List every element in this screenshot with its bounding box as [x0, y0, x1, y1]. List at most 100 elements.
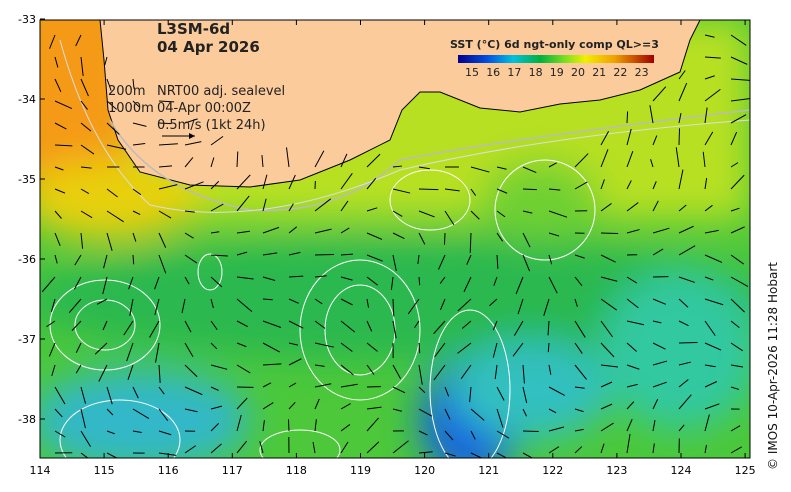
- current-arrow: [366, 441, 380, 454]
- current-arrow: [626, 202, 639, 212]
- current-arrow: [522, 188, 537, 191]
- current-arrow: [181, 298, 186, 313]
- colorbar-tick-label: 23: [634, 66, 649, 79]
- current-arrow: [496, 386, 505, 401]
- current-arrow: [652, 420, 656, 432]
- current-arrow: [184, 445, 197, 454]
- current-arrow: [54, 78, 62, 92]
- current-arrow: [262, 320, 282, 328]
- current-arrow: [154, 298, 160, 316]
- current-arrow: [314, 419, 317, 432]
- current-arrow: [390, 276, 394, 290]
- current-arrow: [288, 174, 296, 190]
- current-arrow: [730, 98, 750, 102]
- scale-arrow-icon: [189, 133, 195, 139]
- current-arrow: [340, 383, 358, 388]
- current-arrow: [704, 298, 724, 306]
- current-arrow: [54, 210, 62, 219]
- current-arrow: [366, 177, 377, 190]
- current-arrow: [626, 364, 640, 370]
- current-arrow: [158, 254, 167, 274]
- current-arrow: [314, 150, 325, 168]
- current-arrow: [80, 210, 93, 219]
- current-arrow: [184, 364, 198, 378]
- current-arrow: [626, 180, 632, 190]
- current-arrow: [650, 159, 654, 168]
- current-arrow: [102, 320, 108, 331]
- vector-scale-label: 0.5m/s (1kt 24h): [157, 118, 266, 133]
- current-arrow: [652, 135, 658, 146]
- current-arrow: [444, 408, 451, 420]
- current-arrow: [626, 401, 635, 410]
- current-arrow: [210, 320, 218, 330]
- current-arrow: [236, 298, 253, 313]
- current-arrow: [600, 443, 605, 454]
- current-arrow: [548, 446, 560, 454]
- current-arrow: [392, 440, 409, 454]
- current-arrow: [54, 408, 63, 418]
- current-arrow: [600, 203, 612, 212]
- current-arrow: [80, 166, 92, 169]
- lat-tick-label: -37: [18, 333, 36, 346]
- current-arrow: [574, 342, 583, 354]
- current-arrow: [288, 401, 296, 410]
- current-arrow: [649, 105, 654, 124]
- current-arrow: [340, 200, 349, 212]
- current-arrow: [288, 358, 302, 366]
- current-arrow: [127, 364, 134, 380]
- current-arrow: [469, 386, 472, 403]
- current-arrow: [704, 254, 723, 263]
- current-arrow: [129, 298, 134, 316]
- current-arrow: [466, 254, 472, 265]
- current-arrow: [704, 34, 715, 38]
- current-arrow: [287, 419, 290, 432]
- current-arrow: [418, 386, 426, 394]
- current-arrow: [132, 386, 139, 399]
- current-arrow: [288, 342, 298, 346]
- current-arrow: [496, 408, 504, 428]
- current-arrow: [678, 112, 682, 124]
- current-arrow: [730, 34, 747, 46]
- current-arrow: [418, 210, 435, 218]
- current-arrow: [104, 56, 108, 66]
- current-arrow: [80, 122, 92, 132]
- current-arrow: [236, 174, 251, 190]
- current-arrow: [366, 276, 378, 286]
- current-arrow: [184, 408, 198, 413]
- current-arrow: [126, 342, 134, 362]
- current-arrow: [407, 298, 420, 315]
- current-arrow: [158, 165, 173, 168]
- current-arrow: [210, 342, 218, 350]
- current-arrow: [678, 379, 689, 388]
- current-arrow: [678, 424, 685, 432]
- current-arrow: [106, 430, 115, 435]
- lon-tick-label: 120: [414, 464, 435, 477]
- current-arrow: [457, 298, 472, 312]
- current-arrow: [522, 254, 531, 272]
- current-arrow: [626, 418, 633, 432]
- current-arrow: [41, 276, 56, 293]
- current-arrow: [288, 203, 294, 212]
- current-arrow: [444, 430, 454, 441]
- current-arrow: [730, 226, 745, 234]
- current-arrow: [46, 320, 56, 328]
- current-arrow: [262, 382, 272, 388]
- current-arrow: [652, 181, 657, 190]
- current-arrow: [210, 364, 228, 370]
- lon-tick-label: 125: [735, 464, 756, 477]
- current-arrow: [678, 320, 689, 327]
- current-arrow: [460, 364, 472, 380]
- current-arrow: [340, 253, 353, 256]
- current-arrow: [547, 342, 550, 353]
- current-arrow: [106, 122, 120, 135]
- current-arrow: [236, 414, 242, 432]
- current-arrow: [106, 210, 124, 223]
- current-arrow: [652, 298, 666, 305]
- current-arrow: [496, 210, 506, 218]
- current-arrow: [366, 417, 379, 432]
- current-arrow: [75, 342, 82, 353]
- current-arrow: [261, 154, 264, 168]
- current-arrow: [730, 276, 749, 288]
- current-arrow: [236, 440, 248, 454]
- current-arrow: [548, 386, 565, 396]
